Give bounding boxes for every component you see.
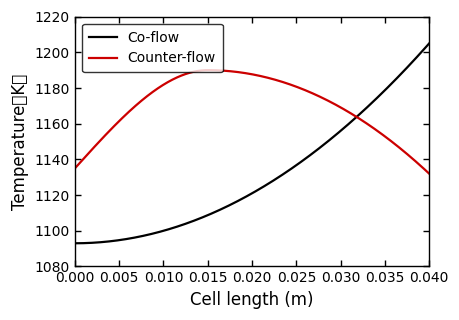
Co-flow <box>72 241 78 245</box>
Counter-flow <box>228 69 234 73</box>
Co-flow <box>108 239 113 243</box>
Counter-flow <box>354 116 360 120</box>
X-axis label: Cell length (m): Cell length (m) <box>190 291 313 309</box>
Line: Counter-flow: Counter-flow <box>75 70 428 174</box>
Co-flow <box>354 114 359 118</box>
Counter-flow <box>348 112 353 116</box>
Counter-flow <box>215 68 221 72</box>
Counter-flow <box>315 94 320 98</box>
Line: Co-flow: Co-flow <box>75 44 428 243</box>
Y-axis label: Temperature（K）: Temperature（K） <box>11 73 29 210</box>
Counter-flow <box>425 172 431 176</box>
Counter-flow <box>205 68 210 72</box>
Co-flow <box>425 42 431 45</box>
Counter-flow <box>72 166 78 170</box>
Legend: Co-flow, Counter-flow: Co-flow, Counter-flow <box>82 24 223 72</box>
Co-flow <box>347 120 353 124</box>
Co-flow <box>315 147 320 151</box>
Co-flow <box>215 209 220 212</box>
Co-flow <box>228 203 233 206</box>
Counter-flow <box>108 127 113 131</box>
